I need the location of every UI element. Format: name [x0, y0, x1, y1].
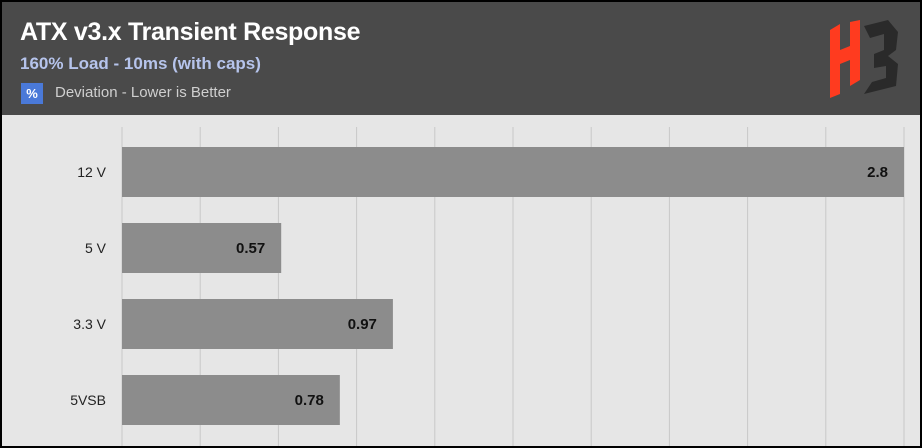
chart-area: 12 V 2.8 5 V 0.57 3.3 V 0.97 5VSB 0.78 [2, 115, 920, 446]
category-label: 5 V [85, 240, 107, 256]
chart-subtitle: 160% Load - 10ms (with caps) [20, 54, 261, 73]
bar-chart: 12 V 2.8 5 V 0.57 3.3 V 0.97 5VSB 0.78 [70, 127, 905, 446]
legend-text: Deviation - Lower is Better [55, 84, 231, 101]
value-label: 0.78 [295, 392, 324, 409]
category-label: 3.3 V [73, 316, 106, 332]
category-label: 5VSB [70, 392, 106, 408]
value-label: 2.8 [867, 164, 888, 181]
category-label: 12 V [77, 164, 106, 180]
chart-title: ATX v3.x Transient Response [20, 18, 361, 46]
bar [122, 375, 340, 425]
bar [122, 223, 282, 273]
bar [122, 299, 393, 349]
unit-badge: % [21, 83, 43, 104]
value-label: 0.97 [348, 316, 377, 333]
hb-logo-icon [830, 20, 898, 98]
chart-header: ATX v3.x Transient Response 160% Load - … [2, 2, 920, 115]
bar [122, 147, 904, 197]
value-label: 0.57 [236, 240, 265, 257]
